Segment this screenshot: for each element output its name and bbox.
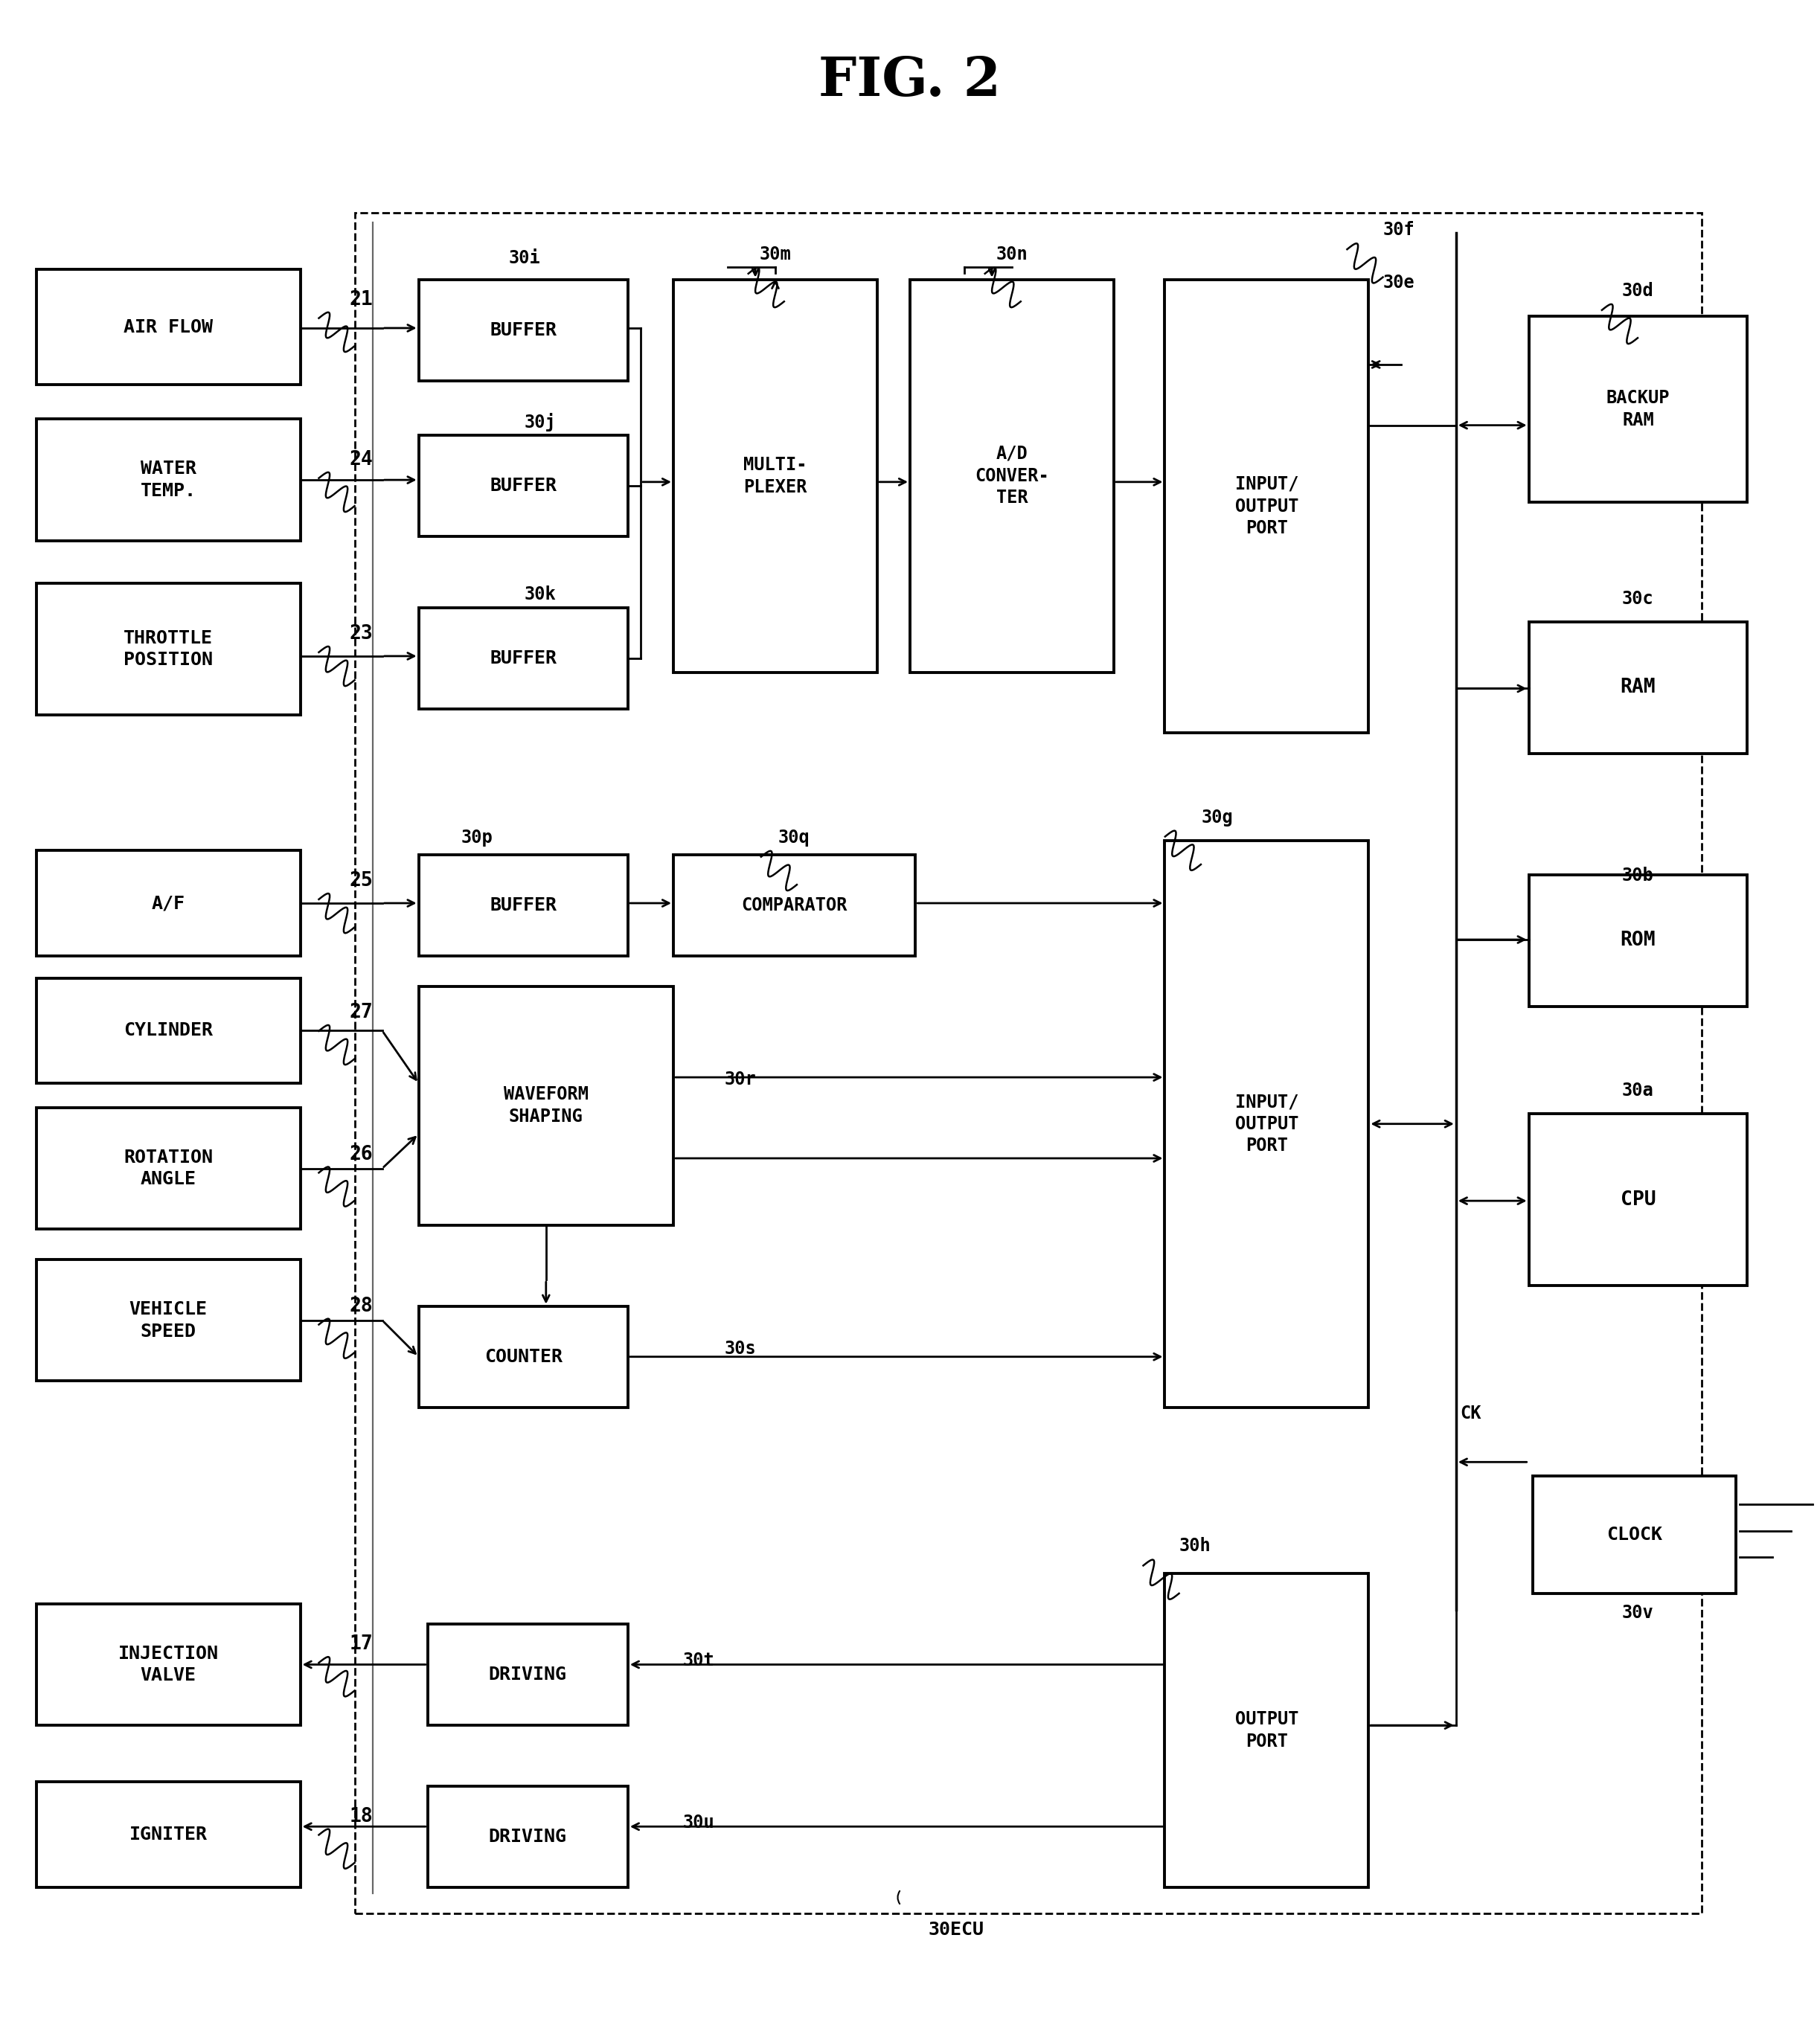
Text: BUFFER: BUFFER — [490, 897, 557, 913]
Bar — [36, 1108, 300, 1229]
Text: 24: 24 — [349, 450, 373, 470]
Text: BUFFER: BUFFER — [490, 322, 557, 338]
Bar — [36, 1782, 300, 1887]
Bar — [1165, 279, 1369, 733]
Text: BUFFER: BUFFER — [490, 650, 557, 666]
Text: A/F: A/F — [151, 895, 186, 911]
Bar — [419, 986, 673, 1225]
Text: 30u: 30u — [682, 1814, 713, 1831]
Bar — [36, 269, 300, 385]
Bar — [910, 279, 1114, 672]
Bar — [1165, 1573, 1369, 1887]
Text: 30a: 30a — [1622, 1081, 1654, 1100]
Text: AIR FLOW: AIR FLOW — [124, 318, 213, 336]
Text: WATER
TEMP.: WATER TEMP. — [140, 460, 197, 500]
Text: COMPARATOR: COMPARATOR — [741, 897, 848, 913]
Text: 30e: 30e — [1383, 273, 1414, 292]
Text: 30k: 30k — [524, 585, 555, 603]
Bar — [419, 855, 628, 956]
Bar — [36, 978, 300, 1083]
Text: 30p: 30p — [460, 828, 493, 846]
Text: 30t: 30t — [682, 1652, 713, 1669]
Text: A/D
CONVER-
TER: A/D CONVER- TER — [976, 446, 1048, 506]
Bar — [1532, 1476, 1736, 1594]
Text: DRIVING: DRIVING — [490, 1829, 566, 1845]
Bar — [1529, 1114, 1747, 1286]
Bar — [673, 279, 877, 672]
Bar — [419, 279, 628, 381]
Text: 30c: 30c — [1622, 589, 1654, 608]
Bar — [1529, 622, 1747, 753]
Text: 27: 27 — [349, 1002, 373, 1023]
Text: INPUT/
OUTPUT
PORT: INPUT/ OUTPUT PORT — [1236, 1094, 1298, 1154]
Text: 17: 17 — [349, 1634, 373, 1654]
Text: COUNTER: COUNTER — [484, 1349, 562, 1365]
Bar — [36, 419, 300, 541]
Text: ROTATION
ANGLE: ROTATION ANGLE — [124, 1148, 213, 1189]
Bar — [355, 213, 1702, 1914]
Text: FIG. 2: FIG. 2 — [819, 55, 1001, 107]
Text: OUTPUT
PORT: OUTPUT PORT — [1236, 1711, 1298, 1750]
Bar — [428, 1624, 628, 1725]
Text: BACKUP
RAM: BACKUP RAM — [1607, 389, 1669, 429]
Text: VEHICLE
SPEED: VEHICLE SPEED — [129, 1300, 207, 1341]
Text: 30h: 30h — [1179, 1537, 1210, 1555]
Text: 30m: 30m — [759, 245, 792, 263]
Bar — [673, 855, 915, 956]
Text: IGNITER: IGNITER — [129, 1827, 207, 1843]
Bar — [1165, 840, 1369, 1407]
Text: THROTTLE
POSITION: THROTTLE POSITION — [124, 630, 213, 668]
Text: 30q: 30q — [777, 828, 810, 846]
Text: 25: 25 — [349, 871, 373, 891]
Text: INJECTION
VALVE: INJECTION VALVE — [118, 1644, 218, 1685]
Text: MULTI-
PLEXER: MULTI- PLEXER — [744, 456, 806, 496]
Text: 30f: 30f — [1383, 221, 1414, 239]
Text: 30b: 30b — [1622, 867, 1654, 885]
Bar — [428, 1786, 628, 1887]
Text: RAM: RAM — [1620, 678, 1656, 697]
Text: INPUT/
OUTPUT
PORT: INPUT/ OUTPUT PORT — [1236, 476, 1298, 537]
Text: CK: CK — [1460, 1405, 1481, 1422]
Text: CLOCK: CLOCK — [1607, 1527, 1662, 1543]
Text: 28: 28 — [349, 1296, 373, 1316]
Text: 30j: 30j — [524, 413, 555, 431]
Text: 30g: 30g — [1201, 808, 1232, 826]
Text: 30d: 30d — [1622, 281, 1654, 300]
Text: 26: 26 — [349, 1144, 373, 1164]
Text: CPU: CPU — [1620, 1191, 1656, 1209]
Bar — [419, 608, 628, 709]
Text: 30i: 30i — [508, 249, 541, 267]
Text: 21: 21 — [349, 290, 373, 310]
Text: BUFFER: BUFFER — [490, 478, 557, 494]
Bar — [1529, 875, 1747, 1006]
Text: 30r: 30r — [724, 1071, 755, 1087]
Text: 30ECU: 30ECU — [928, 1922, 985, 1938]
Text: 30v: 30v — [1622, 1604, 1654, 1622]
Text: ROM: ROM — [1620, 932, 1656, 950]
Text: 18: 18 — [349, 1806, 373, 1827]
Text: WAVEFORM
SHAPING: WAVEFORM SHAPING — [504, 1085, 588, 1126]
Bar — [36, 1604, 300, 1725]
Bar — [36, 850, 300, 956]
Text: 23: 23 — [349, 624, 373, 644]
Text: DRIVING: DRIVING — [490, 1667, 566, 1683]
Text: CYLINDER: CYLINDER — [124, 1023, 213, 1039]
Bar — [419, 435, 628, 537]
Bar — [1529, 316, 1747, 502]
Text: 30s: 30s — [724, 1341, 755, 1357]
Bar — [419, 1306, 628, 1407]
Bar — [36, 583, 300, 715]
Text: 30n: 30n — [996, 245, 1028, 263]
Bar — [36, 1260, 300, 1381]
